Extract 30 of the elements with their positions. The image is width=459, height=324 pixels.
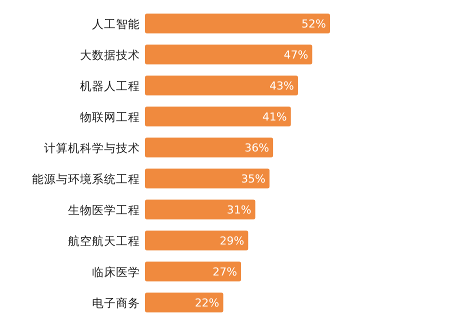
data-label: 52% xyxy=(302,18,326,30)
y-tick-label: 航空航天工程 xyxy=(68,234,140,248)
data-label: 36% xyxy=(244,142,270,154)
bar xyxy=(145,168,270,188)
bar xyxy=(145,14,330,34)
y-tick-label: 机器人工程 xyxy=(80,79,140,93)
y-tick-label: 大数据技术 xyxy=(80,48,140,62)
y-tick-label: 生物医学工程 xyxy=(68,203,140,217)
y-tick-label: 电子商务 xyxy=(92,296,140,310)
data-label: 47% xyxy=(284,48,308,62)
bar xyxy=(145,106,291,126)
y-tick-label: 临床医学 xyxy=(92,265,140,279)
y-tick-label: 计算机科学与技术 xyxy=(44,141,140,155)
bar xyxy=(145,76,298,96)
data-label: 29% xyxy=(220,234,244,248)
data-label: 27% xyxy=(212,266,238,278)
bar xyxy=(145,292,224,312)
data-label: 35% xyxy=(241,172,266,186)
data-label: 43% xyxy=(270,80,294,92)
bar xyxy=(145,200,256,220)
data-label: 31% xyxy=(226,204,252,216)
data-label: 41% xyxy=(262,110,287,124)
bar xyxy=(145,138,274,158)
y-tick-label: 人工智能 xyxy=(92,17,140,31)
bar xyxy=(145,262,242,282)
data-label: 22% xyxy=(194,296,220,310)
y-tick-label: 物联网工程 xyxy=(80,110,140,124)
bar xyxy=(145,230,248,250)
bar xyxy=(145,44,312,64)
y-tick-label: 能源与环境系统工程 xyxy=(32,172,140,186)
